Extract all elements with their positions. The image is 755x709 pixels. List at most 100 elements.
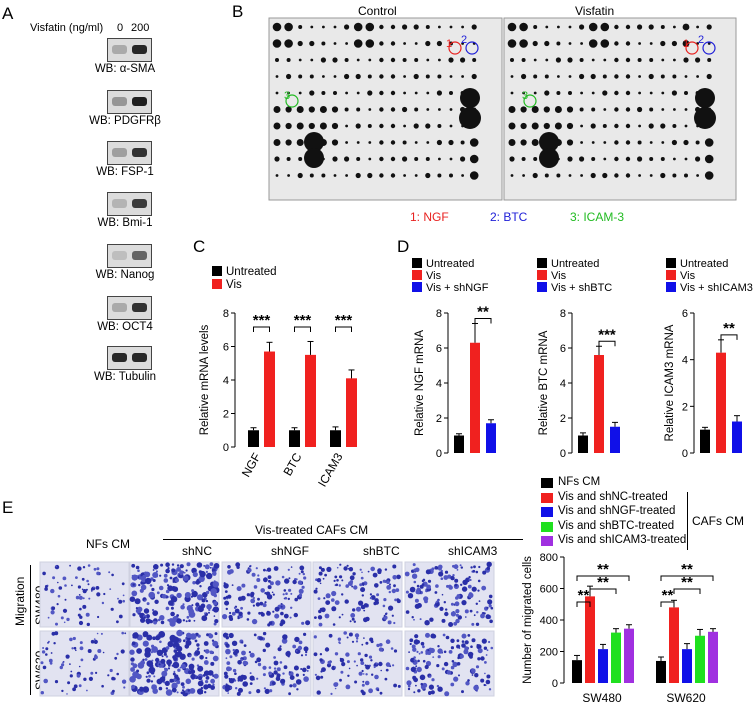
migrated-cell bbox=[207, 670, 214, 676]
array-dot bbox=[344, 107, 349, 112]
migrated-cell bbox=[224, 684, 231, 691]
array-dot bbox=[684, 157, 688, 161]
array-dot bbox=[402, 24, 408, 30]
migrated-cell bbox=[356, 637, 359, 640]
array-dot bbox=[590, 172, 596, 179]
array-blob bbox=[304, 148, 324, 168]
migrated-cell bbox=[445, 635, 450, 640]
migrated-cell bbox=[241, 650, 246, 656]
migrated-cell bbox=[173, 649, 178, 653]
migrated-cell bbox=[200, 603, 206, 609]
migrated-cell bbox=[442, 633, 446, 637]
migrated-cell bbox=[411, 573, 418, 579]
migrated-cell bbox=[302, 572, 305, 576]
migrated-cell bbox=[232, 648, 235, 652]
migrated-cell bbox=[451, 660, 455, 663]
band-lane-200 bbox=[132, 251, 147, 260]
array-dot bbox=[449, 157, 453, 161]
array-dot bbox=[296, 106, 304, 113]
array-dot bbox=[519, 22, 528, 32]
migrated-cell bbox=[284, 596, 288, 600]
migrated-cell bbox=[82, 566, 86, 569]
migrated-cell bbox=[95, 671, 98, 675]
migrated-cell bbox=[79, 615, 83, 619]
array-dot bbox=[461, 75, 464, 78]
migrated-cell bbox=[149, 664, 154, 669]
migrated-cell bbox=[373, 665, 376, 669]
blot-image bbox=[107, 141, 152, 165]
significance-label: *** bbox=[294, 312, 312, 329]
panel-label-d: D bbox=[397, 237, 410, 256]
migrated-cell bbox=[222, 614, 228, 620]
migrated-cell bbox=[59, 665, 63, 670]
migrated-cell bbox=[269, 581, 274, 586]
array-dot bbox=[331, 139, 339, 146]
array-dot bbox=[471, 73, 477, 80]
migrated-cell bbox=[49, 661, 53, 665]
migrated-cell bbox=[361, 582, 365, 585]
array-dot bbox=[414, 91, 418, 95]
migrated-cell bbox=[338, 641, 341, 644]
array-dot bbox=[273, 139, 281, 146]
array-dot bbox=[579, 156, 585, 162]
array-dot bbox=[603, 141, 607, 144]
migrated-cell bbox=[155, 635, 161, 641]
migrated-cell bbox=[90, 671, 94, 675]
migrated-cell bbox=[185, 620, 188, 623]
header-underline bbox=[163, 539, 523, 540]
migrated-cell bbox=[176, 691, 179, 694]
migrated-cell bbox=[62, 661, 64, 664]
migrated-cell bbox=[430, 633, 436, 639]
migrated-cell bbox=[172, 672, 176, 676]
array-dot bbox=[403, 124, 406, 128]
migrated-cell bbox=[341, 613, 344, 616]
migrated-cell bbox=[405, 590, 409, 594]
migrated-cell bbox=[269, 689, 273, 693]
migrated-cell bbox=[123, 686, 126, 689]
migrated-cell bbox=[317, 597, 321, 600]
migrated-cell bbox=[183, 575, 189, 581]
array-dot bbox=[379, 156, 384, 162]
migrated-cell bbox=[111, 573, 114, 577]
array-dot bbox=[367, 172, 373, 179]
migrated-cell bbox=[407, 687, 411, 691]
migrated-cell bbox=[129, 596, 136, 602]
blot-image bbox=[107, 90, 152, 114]
migrated-cell bbox=[376, 643, 380, 648]
migrated-cell bbox=[482, 570, 487, 575]
migrated-cell bbox=[180, 604, 185, 610]
migrated-cell bbox=[131, 679, 135, 683]
array-dot bbox=[365, 22, 375, 32]
array-dot bbox=[543, 106, 550, 113]
migrated-cell bbox=[448, 585, 453, 590]
migrated-cell bbox=[464, 646, 469, 650]
migrated-cell bbox=[93, 586, 95, 589]
migrated-cell bbox=[364, 680, 370, 686]
migrated-cell bbox=[233, 606, 237, 610]
migrated-cell bbox=[193, 619, 196, 622]
migrated-cell bbox=[205, 599, 209, 603]
migrated-cell bbox=[282, 672, 285, 675]
migrated-cell bbox=[69, 674, 73, 678]
migrated-cell bbox=[488, 688, 492, 691]
migrated-cell bbox=[81, 588, 84, 591]
migrated-cell bbox=[131, 641, 136, 645]
migrated-cell bbox=[169, 576, 173, 580]
migrated-cell bbox=[156, 649, 164, 656]
array-dot bbox=[602, 172, 608, 179]
migrated-cell bbox=[468, 578, 471, 581]
migrated-cell bbox=[334, 575, 338, 579]
blot-label: WB: PDGFRβ bbox=[89, 115, 161, 127]
migrated-cell bbox=[186, 562, 191, 567]
array-dot bbox=[414, 141, 418, 144]
legend-label: Vis bbox=[680, 270, 696, 282]
migrated-cell bbox=[450, 665, 455, 670]
array-dot bbox=[637, 106, 643, 113]
significance-label: ** bbox=[723, 320, 735, 337]
array-dot bbox=[332, 156, 338, 162]
migrated-cell bbox=[195, 580, 200, 585]
migrated-cell bbox=[295, 673, 299, 677]
array-dot bbox=[413, 73, 419, 80]
migrated-cell bbox=[78, 665, 81, 668]
migrated-cell bbox=[362, 680, 365, 683]
